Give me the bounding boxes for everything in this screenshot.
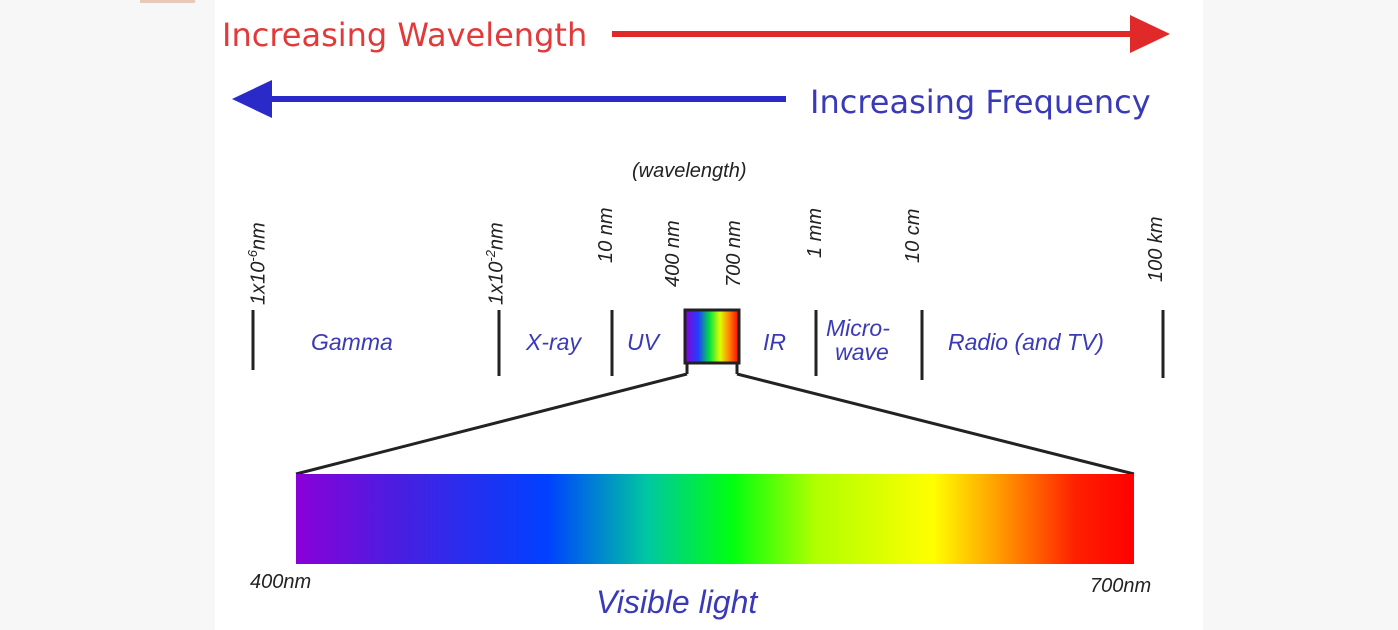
band-xray: X-ray xyxy=(526,329,581,355)
band-microwave: Micro-wave xyxy=(826,316,890,364)
tick-label-700nm: 700 nm xyxy=(723,220,745,287)
band-uv: UV xyxy=(627,329,659,355)
band-ir: IR xyxy=(763,329,786,355)
tick-label-1mm: 1 mm xyxy=(804,208,826,258)
wavelength-arrow xyxy=(612,15,1170,53)
increasing-wavelength-label: Increasing Wavelength xyxy=(222,16,588,54)
visible-end-label: 700nm xyxy=(1090,575,1152,597)
visible-light-label: Visible light xyxy=(596,584,758,620)
band-gamma: Gamma xyxy=(311,329,393,355)
tick-label-100km: 100 km xyxy=(1145,216,1167,282)
wavelength-caption: (wavelength) xyxy=(632,160,747,182)
zoom-lines xyxy=(295,362,1135,476)
tick-label-1e-6nm: 1x10-6nm xyxy=(245,222,270,305)
right-margin xyxy=(1203,0,1398,630)
tick-label-10nm: 10 nm xyxy=(595,207,617,263)
visible-start-label: 400nm xyxy=(250,571,312,593)
left-margin xyxy=(0,0,215,630)
edge-mark xyxy=(140,0,195,3)
mini-visible-band xyxy=(683,308,741,365)
increasing-frequency-label: Increasing Frequency xyxy=(810,83,1151,121)
band-microwave-line2: wave xyxy=(835,339,889,365)
scale-ticks xyxy=(251,310,1165,380)
tick-label-10cm: 10 cm xyxy=(902,208,924,263)
band-radio: Radio (and TV) xyxy=(948,329,1104,355)
tick-label-1e-2nm: 1x10-2nm xyxy=(483,222,508,305)
frequency-arrow xyxy=(232,80,786,118)
tick-label-400nm: 400 nm xyxy=(662,220,684,287)
visible-spectrum-bar xyxy=(296,474,1134,564)
band-microwave-line1: Micro- xyxy=(826,315,890,341)
